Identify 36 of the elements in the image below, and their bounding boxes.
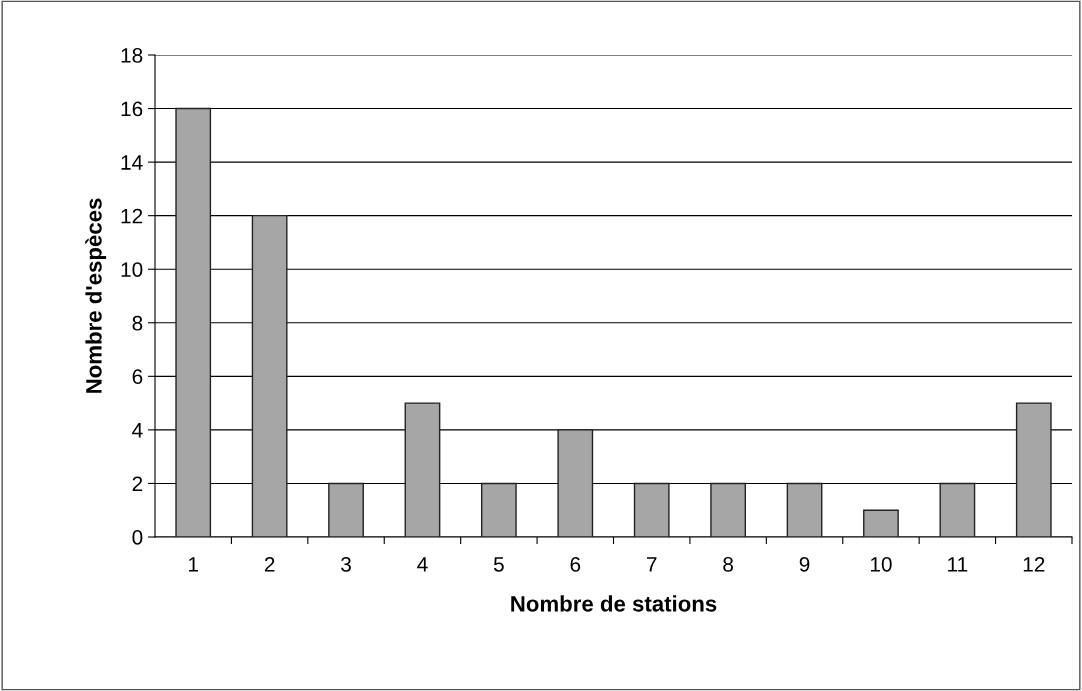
x-tick-label: 3 [341, 556, 351, 572]
x-tick-label: 9 [799, 556, 810, 572]
x-tick-label: 4 [417, 557, 428, 572]
bar [863, 509, 899, 537]
x-tick-label: 1 [189, 557, 198, 572]
bar [633, 482, 670, 537]
x-tick-label: 11 [948, 557, 968, 572]
bar [557, 429, 594, 537]
y-axis-title: Nombre d'espèces [85, 198, 107, 393]
x-tick-label: 10 [870, 556, 892, 572]
y-tick-label: 14 [121, 155, 143, 170]
x-tick-label: 8 [723, 556, 734, 572]
y-tick-label: 10 [121, 262, 143, 277]
bar [939, 482, 976, 537]
y-tick-label: 2 [132, 476, 143, 491]
y-tick-label: 4 [132, 423, 143, 438]
y-tick-label: 6 [132, 369, 143, 385]
bar [786, 482, 823, 537]
bar [710, 482, 747, 537]
y-tick-label: 18 [121, 48, 143, 63]
x-tick-label: 5 [493, 557, 504, 572]
x-axis-title: Nombre de stations [511, 595, 717, 612]
bar [1015, 402, 1052, 537]
y-tick-label: 12 [121, 208, 143, 224]
x-tick-label: 7 [646, 557, 657, 572]
y-tick-label: 8 [132, 315, 143, 331]
x-tick-label: 6 [570, 556, 581, 572]
bar [404, 402, 441, 537]
bar [328, 482, 364, 537]
bar [175, 107, 212, 537]
bar [480, 482, 517, 537]
x-tick-label: 12 [1023, 556, 1045, 572]
bar [251, 214, 288, 537]
x-tick-label: 2 [264, 556, 275, 572]
y-tick-label: 16 [121, 101, 143, 117]
y-tick-label: 0 [132, 530, 143, 545]
